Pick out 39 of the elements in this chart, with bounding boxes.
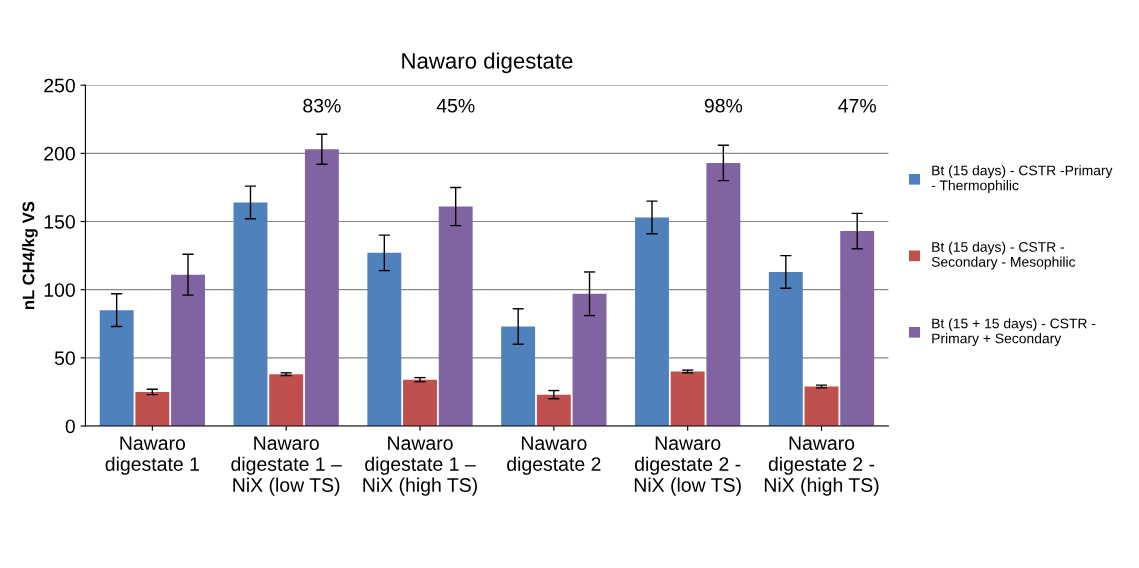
x-tick-label: Nawaro digestate 2 - NiX (low TS) [634, 436, 741, 496]
bar [536, 394, 571, 426]
y-axis-title: nL CH4/kg VS [22, 201, 38, 309]
bar [635, 217, 669, 426]
bar [135, 391, 170, 426]
bar [804, 386, 839, 426]
annotation: 47% [838, 98, 876, 113]
bar [438, 206, 473, 426]
bar [572, 293, 607, 426]
y-tick-label: 250 [44, 78, 75, 93]
chart-title: Nawaro digestate [402, 52, 573, 74]
x-tick-label: Nawaro digestate 1 – NiX (high TS) [363, 436, 477, 496]
bar [670, 371, 705, 426]
bar [706, 162, 741, 426]
annotation: 98% [704, 98, 743, 113]
bar [233, 202, 268, 426]
x-tick-label: Nawaro digestate 1 [105, 436, 199, 475]
y-tick-label: 200 [44, 146, 75, 161]
bar [99, 310, 134, 426]
bar [304, 149, 339, 426]
bar [269, 374, 304, 426]
bar [768, 271, 803, 426]
bar [171, 274, 205, 426]
annotation: 45% [436, 98, 475, 113]
annotation: 83% [303, 98, 341, 113]
legend-label: Bt (15 + 15 days) - CSTR - Primary + Secondary [932, 318, 1096, 347]
legend-label: Bt (15 days) - CSTR - Secondary - Mesophilic [931, 241, 1076, 270]
y-tick-label: 150 [44, 214, 75, 229]
x-tick-label: Nawaro digestate 2 - NiX (high TS) [764, 436, 879, 496]
y-tick-label: 0 [65, 419, 75, 434]
y-tick-label: 50 [54, 351, 75, 366]
bar [840, 231, 875, 426]
x-tick-label: Nawaro digestate 2 [507, 436, 601, 475]
bar [367, 252, 402, 426]
x-tick-label: Nawaro digestate 1 – NiX (low TS) [231, 436, 342, 496]
y-tick-label: 100 [44, 283, 75, 297]
legend-label: Bt (15 days) - CSTR -Primary - Thermophilic [931, 165, 1113, 194]
bar [403, 379, 437, 426]
bar [501, 326, 536, 426]
